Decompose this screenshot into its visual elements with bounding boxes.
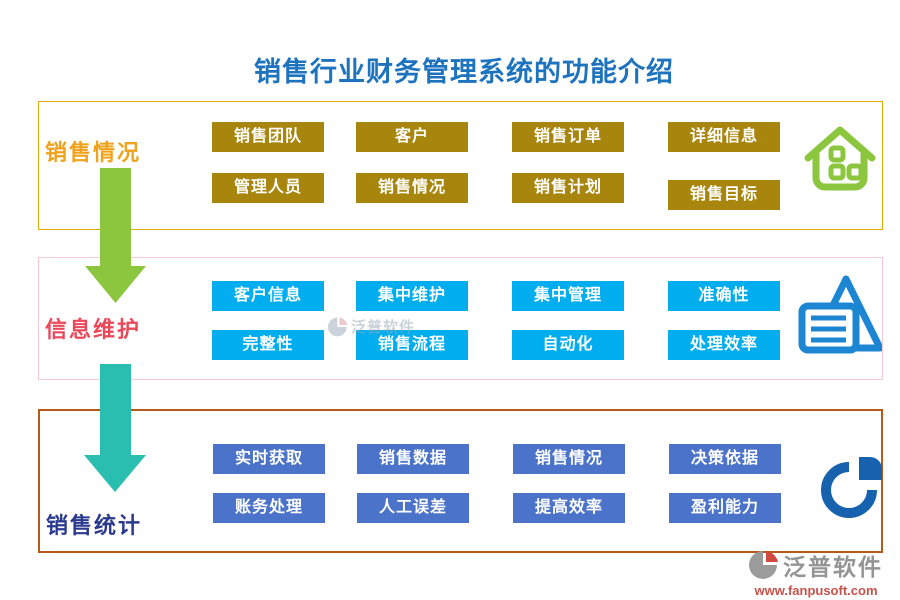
feature-tag: 详细信息 [668, 122, 780, 152]
section-label: 信息维护 [45, 317, 142, 342]
feature-tag: 销售团队 [212, 122, 324, 152]
section-info-maintenance: 信息维护 客户信息 集中维护 集中管理 准确性 完整性 销售流程 自动化 处理效… [38, 257, 883, 380]
feature-tag: 完整性 [212, 330, 324, 360]
section-sales-statistics: 销售统计 实时获取 销售数据 销售情况 决策依据 账务处理 人工误差 提高效率 … [38, 409, 883, 553]
feature-tag: 销售情况 [513, 444, 625, 474]
section-label: 销售统计 [46, 513, 143, 538]
feature-tag: 决策依据 [669, 444, 781, 474]
feature-tag: 处理效率 [668, 330, 780, 360]
section-label: 销售情况 [45, 140, 142, 165]
feature-tag: 自动化 [512, 330, 624, 360]
pyramid-document-icon [798, 275, 882, 354]
brand-name: 泛普软件 [783, 554, 883, 580]
feature-tag: 管理人员 [212, 173, 324, 203]
watermark-logo-icon [328, 317, 348, 336]
feature-tag: 客户信息 [212, 281, 324, 311]
feature-tag: 销售数据 [357, 444, 469, 474]
feature-tag: 集中维护 [356, 281, 468, 311]
footer-brand: 泛普软件 www.fanpusoft.com [749, 548, 883, 598]
website-url: www.fanpusoft.com [754, 583, 878, 598]
feature-tag: 销售目标 [668, 180, 780, 210]
watermark: 泛普软件 [328, 316, 415, 337]
feature-tag: 实时获取 [213, 444, 325, 474]
feature-tag: 提高效率 [513, 493, 625, 523]
feature-tag: 客户 [356, 122, 468, 152]
feature-tag: 盈利能力 [669, 493, 781, 523]
feature-tag: 集中管理 [512, 281, 624, 311]
feature-tag: 销售计划 [512, 173, 624, 203]
home-icon [804, 126, 876, 191]
feature-tag: 销售情况 [356, 173, 468, 203]
feature-tag: 账务处理 [213, 493, 325, 523]
feature-tag: 销售订单 [512, 122, 624, 152]
feature-tag: 销售流程 [356, 330, 468, 360]
page-title: 销售行业财务管理系统的功能介绍 [254, 57, 674, 87]
fanpu-logo-icon [749, 551, 778, 579]
feature-tag: 准确性 [668, 281, 780, 311]
pie-chart-icon [821, 457, 882, 518]
watermark-text: 泛普软件 [351, 319, 416, 336]
feature-tag: 人工误差 [357, 493, 469, 523]
section-sales-overview: 销售情况 销售团队 客户 销售订单 详细信息 管理人员 销售情况 销售计划 销售… [38, 101, 883, 230]
